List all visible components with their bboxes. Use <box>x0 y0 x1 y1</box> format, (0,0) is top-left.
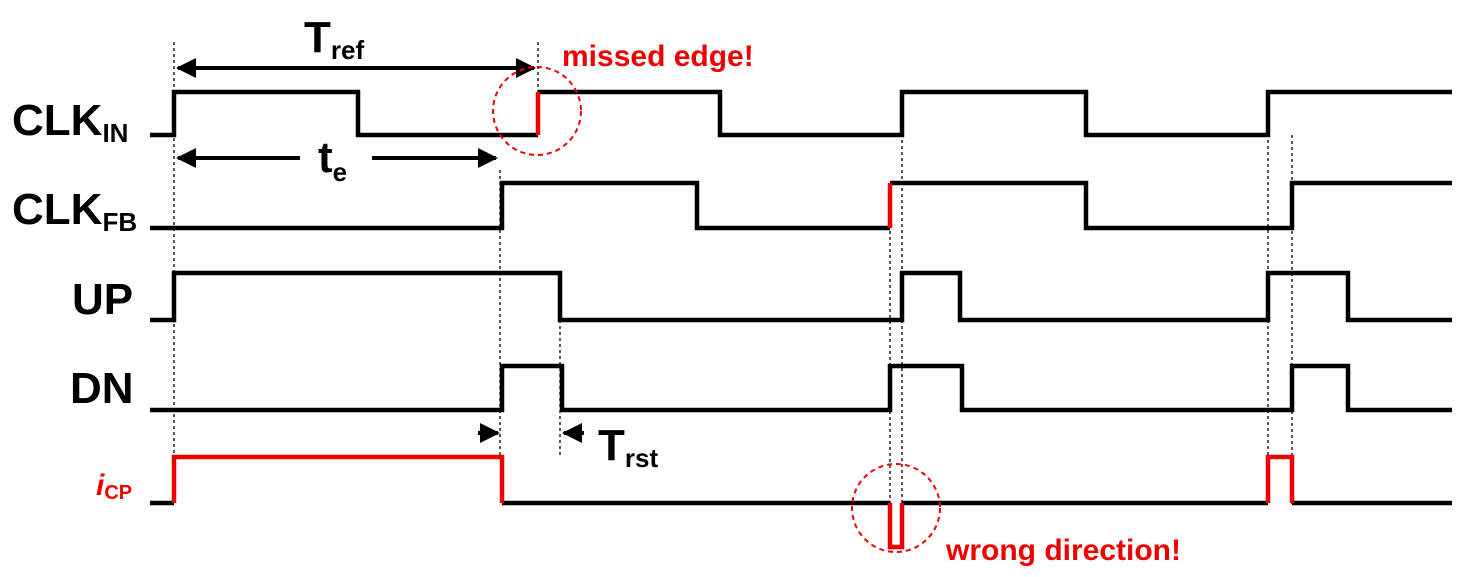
guide-lines <box>173 42 1293 545</box>
te-label: te <box>318 133 347 187</box>
icp-wrong-direction-pulse <box>887 503 905 550</box>
missed-edge-circle <box>492 66 582 156</box>
icp-label: iCP <box>96 469 132 504</box>
clk-in-label: CLKIN <box>12 96 128 148</box>
up-label: UP <box>72 275 133 324</box>
tref-label: Tref <box>304 13 364 65</box>
up-waveform <box>150 270 1452 323</box>
clk-fb-label: CLKFB <box>12 185 137 237</box>
icp-short-pulse <box>1265 454 1295 503</box>
dn-label: DN <box>70 364 134 413</box>
clk-fb-waveform <box>150 180 1452 231</box>
missed-edge-text: missed edge! <box>562 40 754 73</box>
clk-in-waveform <box>150 89 1452 138</box>
dn-waveform <box>150 363 1452 413</box>
trst-label: Trst <box>598 421 658 473</box>
icp-up-pulse <box>171 454 505 503</box>
wrong-direction-circle <box>851 463 941 553</box>
wrong-direction-text: wrong direction! <box>945 534 1181 567</box>
